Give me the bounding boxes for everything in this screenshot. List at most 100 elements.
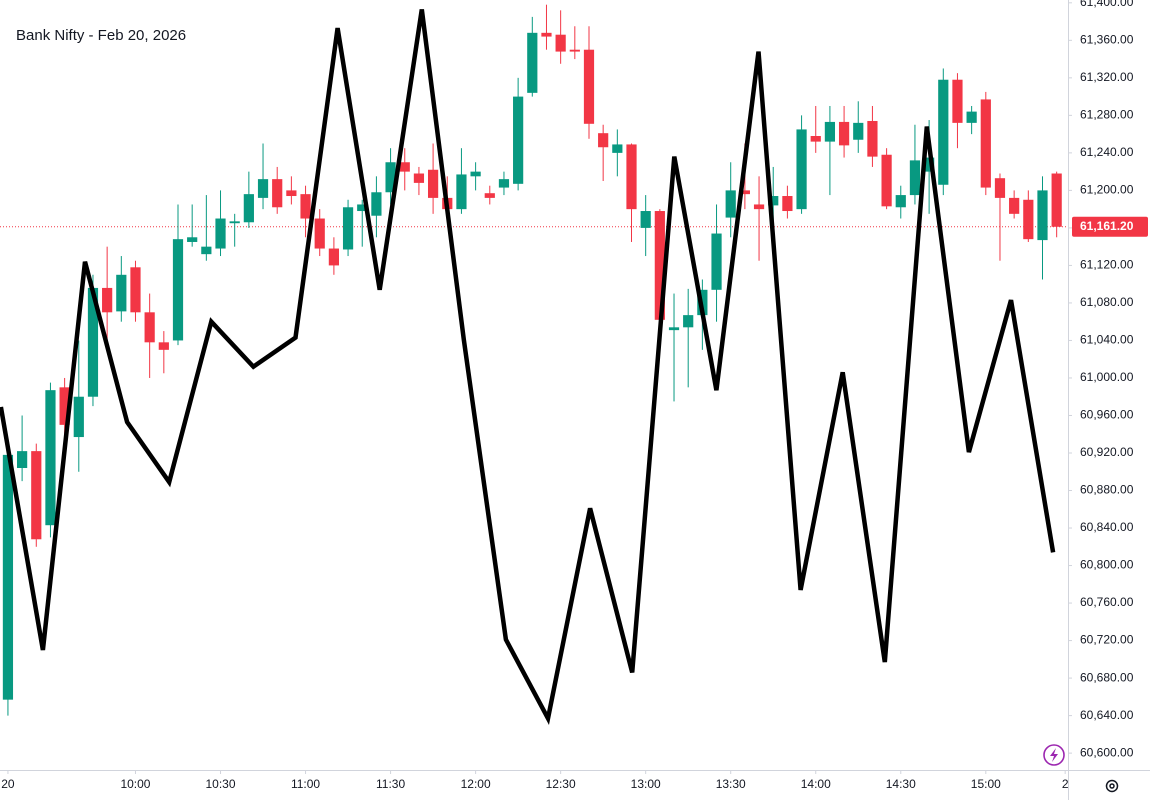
x-tick-label: 15:00 [971,777,1001,791]
candle-body [45,390,56,526]
y-tick-label: 61,400.00 [1080,0,1134,9]
candle-body [541,32,552,37]
candle-body [328,248,339,266]
settings-icon[interactable] [1105,779,1119,793]
candle-body [782,196,793,212]
candle-body [952,79,963,123]
candle-body [73,396,84,438]
x-tick-label: 13:00 [631,777,661,791]
settings-outer[interactable] [1105,779,1119,793]
y-tick-label: 61,280.00 [1080,108,1134,122]
y-tick-label: 61,080.00 [1080,295,1134,309]
candle-body [725,190,736,218]
candle-body [371,192,382,216]
y-tick-label: 60,800.00 [1080,558,1134,572]
candle-body [583,49,595,124]
y-tick-label: 61,360.00 [1080,33,1134,47]
candle-body [158,342,169,350]
candle-body [427,169,439,198]
y-tick-label: 60,880.00 [1080,483,1134,497]
y-tick-label: 61,000.00 [1080,370,1134,384]
candle-body [527,32,538,93]
candle-body [838,121,850,146]
candle-body [300,194,311,219]
candle-body [739,190,750,195]
candle-body [640,211,651,228]
candle-body [144,312,155,343]
candle-body [272,179,283,208]
x-tick-label: 10:00 [120,777,150,791]
candle-body [909,160,921,196]
x-tick-label: 14:00 [801,777,831,791]
y-tick-label: 61,040.00 [1080,333,1134,347]
y-tick-label: 61,120.00 [1080,258,1134,272]
candle-body [215,218,226,249]
candle-body [824,121,836,142]
candle-body [810,135,821,142]
candle-body [626,144,637,210]
candle-body [116,274,127,312]
candle-body [257,179,269,198]
candle-body [1051,173,1062,227]
candle-body [853,122,864,140]
candle-body [668,327,680,331]
candle-body [17,451,28,469]
candle-body [598,133,609,148]
y-tick-label: 60,640.00 [1080,708,1134,722]
candle-body [484,193,495,198]
last-price-label: 61,161.20 [1080,219,1134,233]
x-tick-label: 13:30 [716,777,746,791]
candle-body [314,218,325,249]
plot-area [0,4,1068,725]
candle-body [31,451,42,540]
x-tick-label: 11:00 [291,777,320,791]
candle-body [938,79,949,185]
candle-body [994,178,1006,198]
alert-icon[interactable] [1043,744,1065,766]
x-tick-label: 12:30 [546,777,576,791]
y-tick-label: 60,840.00 [1080,520,1134,534]
candle-body [229,221,240,224]
candle-body [654,211,665,320]
x-tick-label: 2 [1062,777,1069,791]
candle-body [513,96,524,184]
candle-body [569,49,580,52]
candle-body [201,246,212,255]
settings-inner[interactable] [1109,783,1115,789]
candle-body [895,195,906,208]
alert-bolt[interactable] [1050,748,1058,762]
x-tick-label: 12:00 [461,777,491,791]
candle-body [753,204,765,210]
x-tick-label: 20 [1,777,15,791]
x-tick-label: 11:30 [376,777,405,791]
y-tick-label: 61,320.00 [1080,70,1134,84]
candle-body [59,387,70,425]
y-tick-label: 61,240.00 [1080,145,1134,159]
candle-body [924,157,935,172]
candle-body [357,204,368,212]
candle-body [980,99,991,188]
x-tick-label: 14:30 [886,777,916,791]
candle-body [498,179,510,188]
candle-body [867,120,878,157]
candle-body [2,454,14,700]
last-price-box [1072,216,1148,237]
candle-body [102,287,113,313]
candle-body [1023,199,1034,240]
candle-body [87,287,99,397]
y-tick-label: 60,720.00 [1080,633,1134,647]
candle-body [1009,197,1020,214]
candle-body [555,34,566,52]
candle-body [130,267,141,313]
candle-body [881,154,892,207]
candle-body [243,194,254,223]
y-tick-label: 60,680.00 [1080,670,1134,684]
y-tick-label: 61,200.00 [1080,183,1134,197]
candle-body [456,174,467,210]
y-tick-label: 60,600.00 [1080,745,1134,759]
candle-body [413,173,425,183]
candle-body [1037,190,1048,241]
